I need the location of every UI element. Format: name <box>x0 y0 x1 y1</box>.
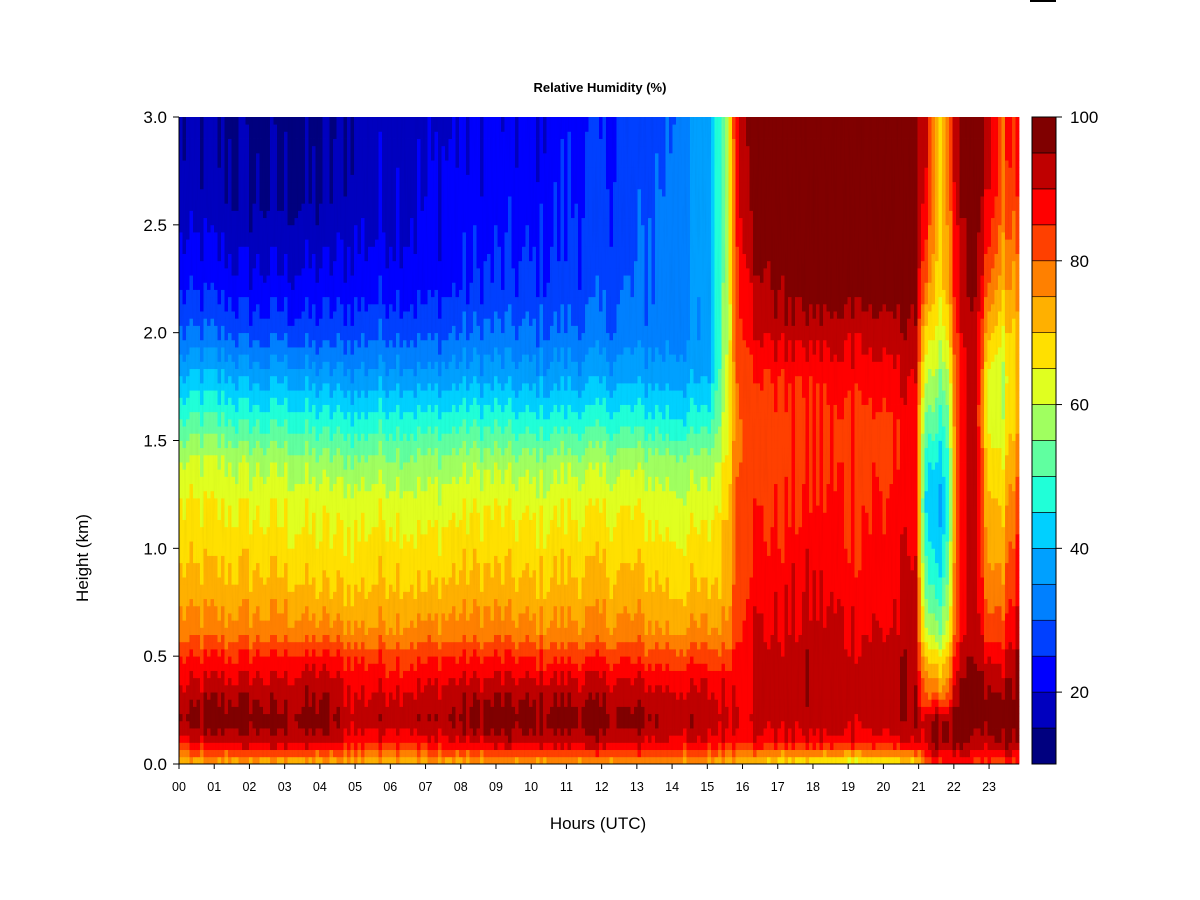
corner-mark <box>1030 0 1056 2</box>
chart-title: Relative Humidity (%) <box>0 80 1200 95</box>
x-axis-label: Hours (UTC) <box>498 814 698 834</box>
